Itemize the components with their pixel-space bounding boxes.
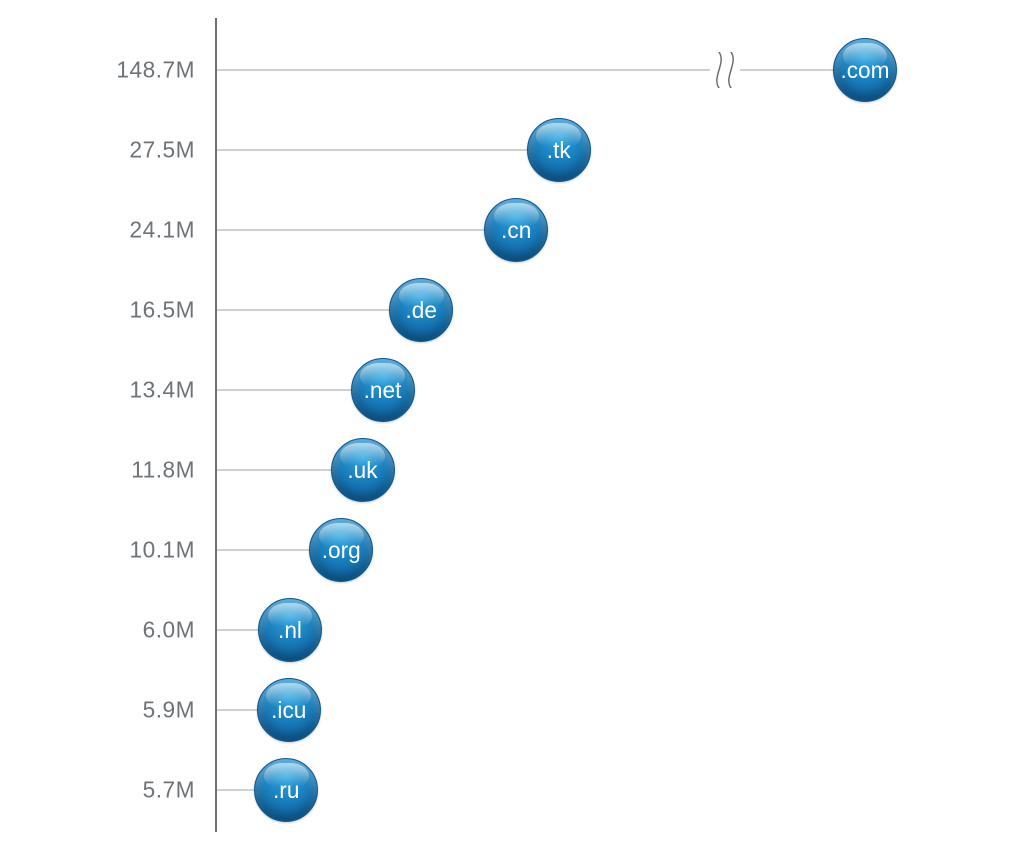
connector-line (217, 390, 352, 391)
value-label: 5.9M (0, 697, 195, 724)
tld-label: .cn (501, 217, 531, 244)
connector-line (217, 710, 258, 711)
connector-line (217, 550, 310, 551)
tld-bubble: .cn (484, 198, 548, 262)
value-label: 24.1M (0, 217, 195, 244)
tld-bubble: .nl (258, 598, 322, 662)
connector-line (217, 470, 332, 471)
value-label: 13.4M (0, 377, 195, 404)
connector-line (217, 630, 259, 631)
tld-bubble: .de (389, 278, 453, 342)
tld-label: .de (406, 297, 438, 324)
value-label: 16.5M (0, 297, 195, 324)
tld-label: .icu (271, 697, 306, 724)
tld-bubble: .ru (254, 758, 318, 822)
tld-label: .nl (278, 617, 302, 644)
tld-bubble: .org (309, 518, 373, 582)
tld-label: .ru (273, 777, 299, 804)
tld-bubble: .tk (527, 118, 591, 182)
connector-line (217, 230, 485, 231)
tld-lollipop-chart: 148.7M .com 27.5M .tk 24.1M .cn 16.5M .de 13.4M.… (0, 0, 1024, 856)
tld-bubble: .com (833, 38, 897, 102)
tld-label: .tk (547, 137, 571, 164)
value-label: 5.7M (0, 777, 195, 804)
tld-bubble: .icu (257, 678, 321, 742)
tld-label: .com (840, 57, 889, 84)
connector-line (217, 70, 834, 71)
value-label: 11.8M (0, 457, 195, 484)
value-label: 27.5M (0, 137, 195, 164)
connector-line (217, 790, 255, 791)
tld-label: .uk (347, 457, 377, 484)
value-label: 6.0M (0, 617, 195, 644)
value-label: 10.1M (0, 537, 195, 564)
tld-label: .org (322, 537, 361, 564)
connector-line (217, 310, 390, 311)
tld-bubble: .net (351, 358, 415, 422)
value-label: 148.7M (0, 57, 195, 84)
tld-bubble: .uk (331, 438, 395, 502)
connector-line (217, 150, 528, 151)
tld-label: .net (364, 377, 402, 404)
axis-break-icon (710, 52, 740, 88)
